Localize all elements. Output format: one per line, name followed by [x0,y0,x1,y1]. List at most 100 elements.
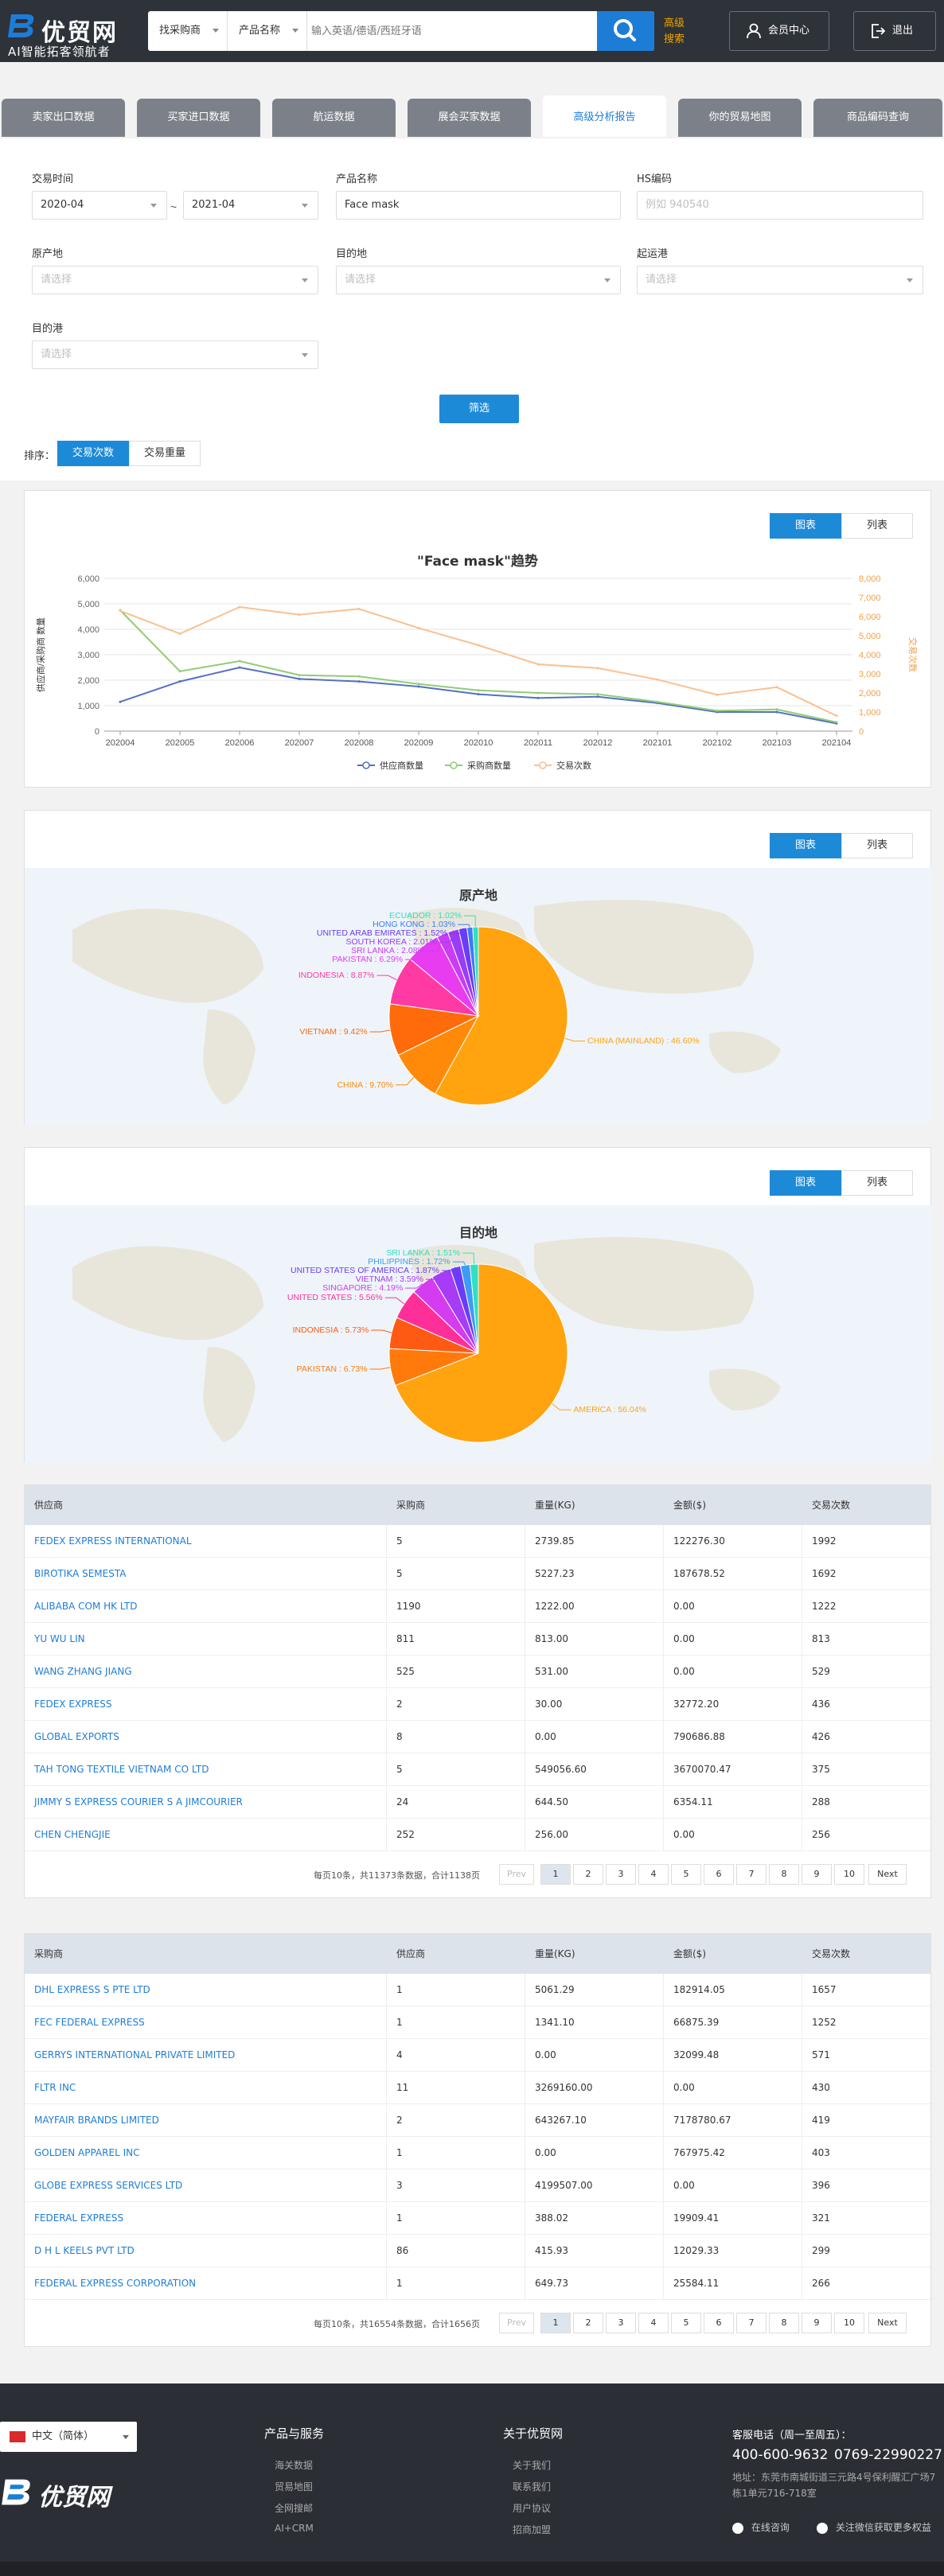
supplier-col-header[interactable]: 金额($) [673,1500,706,1511]
supplier-name-link[interactable]: TAH TONG TEXTILE VIETNAM CO LTD [25,1753,387,1786]
footer-link-email-search[interactable]: 全网搜邮 [275,2503,314,2514]
pager-page-button[interactable]: 10 [834,1864,864,1885]
product-name-input[interactable]: Face mask [336,191,621,220]
pager-page-button[interactable]: 4 [638,1864,669,1885]
pager-page-button[interactable]: 3 [606,1864,636,1885]
online-consult-link[interactable]: 在线咨询 [732,2520,790,2534]
supplier-name-link[interactable]: FEDEX EXPRESS [25,1688,387,1721]
pager-page-button[interactable]: 1 [540,1864,571,1885]
buyer-name-link[interactable]: FEDERAL EXPRESS [25,2202,387,2235]
pager-next-button[interactable]: Next [868,1864,907,1885]
wechat-follow-link[interactable]: 关注微信获取更多权益 [817,2520,944,2534]
buyer-name-link[interactable]: D H L KEELS PVT LTD [25,2235,387,2267]
pager-page-button[interactable]: 8 [769,1864,799,1885]
footer-link-customs-data[interactable]: 海关数据 [275,2460,314,2471]
pager-page-button[interactable]: 10 [834,2313,864,2333]
supplier-name-link[interactable]: WANG ZHANG JIANG [25,1656,387,1688]
supplier-name-link[interactable]: YU WU LIN [25,1623,387,1656]
pager-page-button[interactable]: 9 [802,1864,832,1885]
supplier-name-link[interactable]: ALIBABA COM HK LTD [25,1590,387,1623]
departure-port-select[interactable]: 请选择 [637,266,923,294]
member-center-button[interactable]: 会员中心 [729,11,829,51]
list-view-button[interactable]: 列表 [841,1170,913,1196]
pager-page-button[interactable]: 9 [802,2313,832,2333]
supplier-name-link[interactable]: BIROTIKA SEMESTA [25,1558,387,1590]
footer-link-trade-map[interactable]: 贸易地图 [275,2481,314,2492]
pie-slice[interactable] [472,926,479,1017]
date-from-select[interactable]: 2020-04 [32,191,167,220]
supplier-name-link[interactable]: CHEN CHENGJIE [25,1819,387,1851]
buyer-name-link[interactable]: DHL EXPRESS S PTE LTD [25,1974,387,2006]
tab-seller-export[interactable]: 卖家出口数据 [2,99,125,137]
pager-page-button[interactable]: 7 [736,1864,767,1885]
pager-page-button[interactable]: 5 [671,2313,701,2333]
footer-link-ai-crm[interactable]: AI+CRM [275,2523,314,2534]
pager-prev-button[interactable]: Prev [499,2313,534,2333]
language-select[interactable]: 中文（简体） [0,2422,137,2452]
sort-by-count-button[interactable]: 交易次数 [57,441,129,466]
legend-label[interactable]: 采购商数量 [467,760,511,771]
buyer-col-header[interactable]: 采购商 [34,1948,64,1959]
buyer-col-header[interactable]: 重量(KG) [535,1948,575,1959]
buyer-name-link[interactable]: MAYFAIR BRANDS LIMITED [25,2104,387,2137]
hs-code-input[interactable]: 例如 940540 [637,191,923,220]
pager-page-button[interactable]: 6 [704,2313,734,2333]
advanced-search-link[interactable]: 高级 搜索 [664,16,685,48]
list-view-button[interactable]: 列表 [841,833,913,858]
buyer-col-header[interactable]: 交易次数 [812,1948,851,1959]
search-input[interactable] [311,16,590,46]
footer-link-about-us[interactable]: 关于我们 [513,2460,552,2471]
supplier-col-header[interactable]: 重量(KG) [535,1500,575,1511]
pie-slice[interactable] [434,926,568,1106]
footer-link-agreement[interactable]: 用户协议 [513,2503,552,2514]
filter-button[interactable]: 筛选 [439,395,519,423]
pager-page-button[interactable]: 3 [606,2313,636,2333]
sort-by-weight-button[interactable]: 交易重量 [129,441,201,466]
buyer-name-link[interactable]: GOLDEN APPAREL INC [25,2137,387,2169]
destination-port-select[interactable]: 请选择 [32,340,318,369]
pager-page-button[interactable]: 1 [540,2313,571,2333]
pager-page-button[interactable]: 5 [671,1864,701,1885]
supplier-name-link[interactable]: JIMMY S EXPRESS COURIER S A JIMCOURIER [25,1786,387,1819]
buyer-name-link[interactable]: FLTR INC [25,2072,387,2104]
pager-page-button[interactable]: 4 [638,2313,669,2333]
footer-link-contact[interactable]: 联系我们 [513,2481,552,2492]
tab-hs-lookup[interactable]: 商品编码查询 [813,99,942,137]
tab-buyer-import[interactable]: 买家进口数据 [137,99,260,137]
pager-page-button[interactable]: 2 [573,2313,603,2333]
buyer-col-header[interactable]: 供应商 [396,1948,426,1959]
buyer-name-link[interactable]: GERRYS INTERNATIONAL PRIVATE LIMITED [25,2039,387,2072]
pager-page-button[interactable]: 6 [704,1864,734,1885]
footer-link-franchise[interactable]: 招商加盟 [513,2524,552,2535]
supplier-col-header[interactable]: 供应商 [34,1500,64,1511]
chart-view-button[interactable]: 图表 [770,513,841,539]
search-button[interactable] [597,11,654,51]
tab-advanced-report[interactable]: 高级分析报告 [543,95,666,137]
logout-button[interactable]: 退出 [853,11,936,51]
chart-view-button[interactable]: 图表 [770,1170,841,1196]
date-to-select[interactable]: 2021-04 [183,191,318,220]
legend-label[interactable]: 供应商数量 [380,760,423,771]
supplier-name-link[interactable]: FEDEX EXPRESS INTERNATIONAL [25,1525,387,1558]
tab-exhibition[interactable]: 展会买家数据 [408,99,531,137]
chart-view-button[interactable]: 图表 [770,833,841,858]
tab-shipping[interactable]: 航运数据 [272,99,396,137]
pie-slice[interactable] [469,1263,479,1354]
site-logo[interactable]: 优贸网 AI智能拓客领航者 [6,10,142,59]
tab-trade-map[interactable]: 你的贸易地图 [678,99,802,137]
footer-logo[interactable]: 优贸网 [0,2473,143,2512]
pager-page-button[interactable]: 7 [736,2313,767,2333]
buyer-name-link[interactable]: FEC FEDERAL EXPRESS [25,2006,387,2039]
list-view-button[interactable]: 列表 [841,513,913,539]
pager-page-button[interactable]: 2 [573,1864,603,1885]
pager-next-button[interactable]: Next [868,2313,907,2333]
pie-slice[interactable] [394,1263,568,1443]
buyer-col-header[interactable]: 金额($) [673,1948,706,1959]
pager-prev-button[interactable]: Prev [499,1864,534,1885]
supplier-col-header[interactable]: 交易次数 [812,1500,851,1511]
search-type-select[interactable]: 找采购商 [148,11,228,51]
buyer-name-link[interactable]: FEDERAL EXPRESS CORPORATION [25,2267,387,2300]
destination-select[interactable]: 请选择 [336,266,621,294]
buyer-name-link[interactable]: GLOBE EXPRESS SERVICES LTD [25,2169,387,2202]
pager-page-button[interactable]: 8 [769,2313,799,2333]
